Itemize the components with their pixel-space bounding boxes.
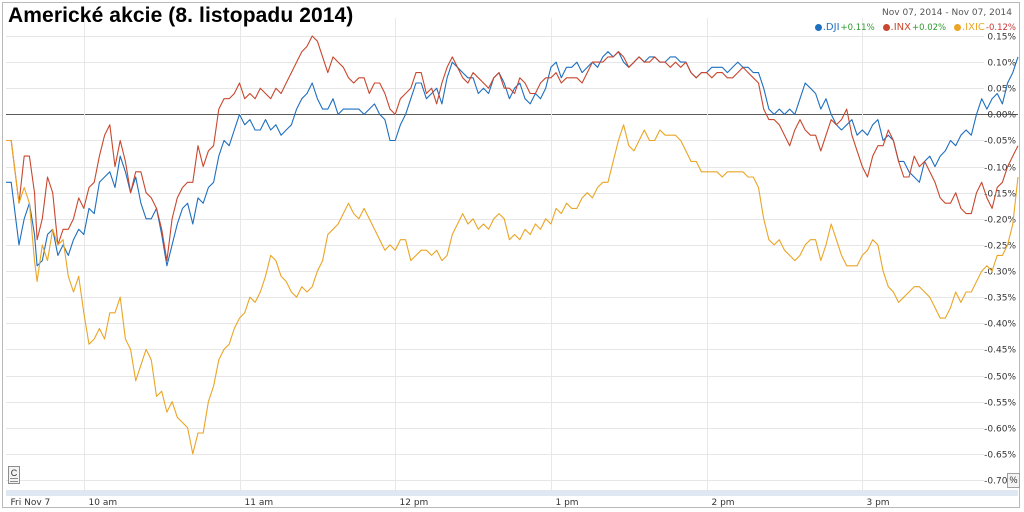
legend: .DJI+0.11% .INX+0.02% .IXIC-0.12%	[810, 22, 1016, 33]
legend-item-inx[interactable]: .INX+0.02%	[882, 22, 947, 33]
series-line-inx	[6, 35, 1019, 262]
y-tick-label: -0.25%	[984, 242, 1016, 252]
y-tick-label: 0.05%	[987, 85, 1016, 95]
x-tick-label: 1 pm	[556, 498, 579, 508]
y-tick-label: -0.35%	[984, 294, 1016, 304]
legend-symbol: .DJI	[822, 22, 840, 33]
y-tick-label: 0.15%	[987, 33, 1016, 43]
y-tick-label: -0.15%	[984, 190, 1016, 200]
legend-dot-icon	[954, 24, 961, 31]
gridlines	[6, 18, 1018, 490]
series-line-ixic	[6, 124, 1019, 455]
x-tick-label: Fri Nov 7	[11, 498, 51, 508]
x-tick-label: 10 am	[89, 498, 118, 508]
legend-change: -0.12%	[985, 23, 1016, 33]
legend-dot-icon	[882, 24, 890, 31]
legend-dot-icon	[814, 24, 822, 31]
y-axis: 0.15% 0.10% 0.05% 0.00% -0.05% -0.10% -0.15% -0…	[984, 33, 1016, 487]
y-tick-label: 0.00%	[987, 111, 1016, 121]
time-axis-scrollbar[interactable]	[6, 490, 1018, 496]
y-tick-label: -0.45%	[984, 346, 1016, 356]
y-tick-label: -0.55%	[984, 399, 1016, 409]
legend-symbol: .INX	[890, 22, 911, 33]
y-tick-label: -0.30%	[984, 268, 1016, 278]
y-tick-label: -0.60%	[984, 425, 1016, 435]
legend-item-dji[interactable]: .DJI+0.11%	[814, 22, 875, 33]
x-tick-label: 11 am	[245, 498, 274, 508]
x-tick-label: 3 pm	[867, 498, 890, 508]
y-tick-label: -0.65%	[984, 451, 1016, 461]
y-tick-label: -0.70%	[984, 477, 1016, 487]
legend-symbol: .IXIC	[962, 22, 985, 33]
x-tick-label: 12 pm	[400, 498, 429, 508]
chart-title: Americké akcie (8. listopadu 2014)	[8, 4, 354, 27]
legend-change: +0.02%	[912, 23, 947, 33]
date-range[interactable]: Nov 07, 2014 - Nov 07, 2014	[882, 8, 1012, 18]
legend-change: +0.11%	[840, 23, 875, 33]
y-tick-label: -0.20%	[984, 216, 1016, 226]
y-tick-label: -0.40%	[984, 320, 1016, 330]
y-tick-label: -0.10%	[984, 164, 1016, 174]
legend-item-ixic[interactable]: .IXIC-0.12%	[954, 22, 1016, 33]
y-tick-label: -0.50%	[984, 373, 1016, 383]
y-tick-label: 0.10%	[987, 59, 1016, 69]
series-lines	[6, 35, 1019, 455]
compare-icon[interactable]: C	[8, 466, 20, 484]
y-tick-label: -0.05%	[984, 137, 1016, 147]
series-line-dji	[6, 51, 1019, 267]
x-tick-label: 2 pm	[712, 498, 735, 508]
percent-toggle-icon[interactable]: %	[1007, 473, 1020, 488]
